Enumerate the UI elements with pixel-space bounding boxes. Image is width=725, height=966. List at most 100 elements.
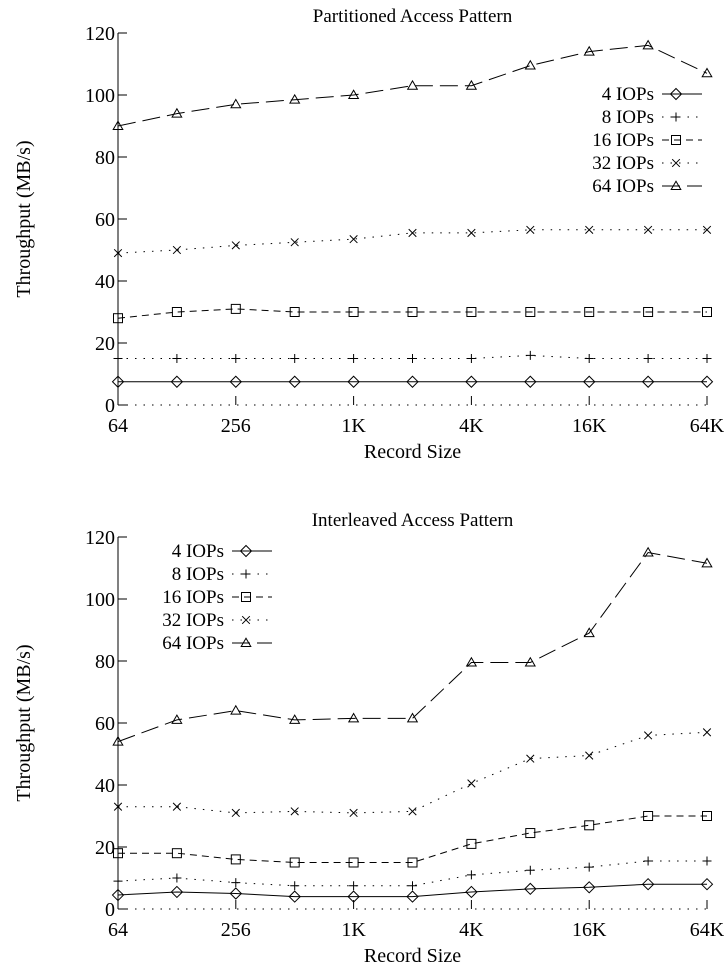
x-tick-label: 256 [221, 415, 251, 437]
data-point [113, 313, 123, 324]
data-point [407, 307, 418, 317]
legend-label: 32 IOPs [592, 153, 654, 174]
data-point [585, 751, 594, 760]
data-point [172, 354, 182, 363]
data-point [525, 828, 536, 839]
data-point [349, 808, 358, 818]
y-tick-label: 120 [85, 527, 115, 549]
legend-label: 8 IOPs [172, 564, 224, 585]
data-point [230, 704, 242, 715]
data-point [406, 890, 419, 903]
data-point [526, 225, 535, 235]
data-point [349, 354, 359, 363]
data-point [701, 557, 713, 568]
x-tick-label: 16K [572, 415, 607, 437]
y-axis-label: Throughput (MB/s) [13, 140, 35, 297]
x-tick-label: 64K [690, 415, 725, 437]
data-point [113, 802, 123, 811]
y-tick-label: 80 [95, 147, 115, 169]
data-point [406, 712, 419, 723]
data-point [702, 728, 712, 737]
data-point [702, 225, 712, 235]
data-point [643, 307, 654, 317]
y-tick-label: 100 [85, 85, 115, 107]
data-point [229, 375, 243, 388]
data-point [231, 241, 240, 250]
y-tick-label: 20 [95, 333, 115, 355]
legend-label: 8 IOPs [602, 107, 654, 128]
data-point [289, 857, 300, 868]
data-point [582, 881, 596, 894]
y-tick-label: 40 [95, 775, 115, 797]
data-point [171, 307, 182, 317]
data-point [231, 354, 241, 363]
data-point [582, 375, 596, 388]
legend-marker [671, 158, 681, 168]
data-point [525, 307, 536, 317]
legend-entry: 8 IOPs [172, 564, 272, 585]
data-point [641, 877, 655, 891]
legend-marker [669, 87, 683, 101]
legend-label: 16 IOPs [592, 130, 654, 151]
y-tick-label: 80 [95, 651, 115, 673]
data-point [465, 885, 478, 899]
x-tick-label: 64 [108, 415, 128, 437]
series-8-iops [113, 350, 712, 363]
data-point [347, 375, 360, 388]
series-line [117, 551, 708, 743]
legend-label: 4 IOPs [172, 541, 224, 562]
data-point [407, 857, 418, 868]
data-point [408, 807, 417, 816]
data-point [406, 79, 419, 90]
data-point [525, 865, 535, 875]
data-point [467, 779, 476, 788]
data-point [229, 887, 243, 900]
x-tick-label: 64 [108, 919, 128, 941]
x-tick-label: 256 [221, 919, 251, 941]
data-point [231, 878, 241, 888]
legend-marker [241, 615, 251, 625]
data-point [348, 857, 359, 868]
data-point [642, 546, 654, 557]
data-point [230, 303, 241, 314]
data-point [467, 228, 476, 238]
data-point [465, 375, 478, 388]
chart-title: Interleaved Access Pattern [312, 510, 514, 531]
y-axis-label: Throughput (MB/s) [13, 644, 35, 801]
y-tick-label: 20 [95, 837, 115, 859]
x-tick-label: 4K [459, 415, 484, 437]
chart-title: Partitioned Access Pattern [313, 6, 513, 27]
series-line [117, 308, 707, 319]
data-point [524, 375, 537, 388]
legend-marker [241, 592, 251, 602]
data-point [290, 238, 299, 247]
legend-entry: 8 IOPs [602, 107, 702, 128]
legend-entry: 4 IOPs [172, 541, 272, 562]
legend-marker [670, 180, 682, 190]
data-point [408, 881, 417, 891]
x-tick-label: 1K [341, 919, 366, 941]
data-point [465, 656, 478, 667]
legend-label: 64 IOPs [162, 633, 224, 654]
series-32-iops [113, 728, 712, 818]
data-point [171, 848, 182, 859]
data-point [289, 93, 301, 104]
data-point [584, 820, 595, 831]
y-tick-label: 0 [105, 899, 115, 921]
data-point [465, 79, 478, 90]
data-point [466, 354, 476, 363]
data-point [702, 856, 712, 866]
y-tick-label: 100 [85, 589, 115, 611]
data-point [408, 354, 417, 363]
x-tick-label: 16K [572, 919, 607, 941]
data-point [231, 808, 240, 818]
data-point [112, 735, 124, 746]
data-point [347, 890, 360, 903]
legend-label: 32 IOPs [162, 610, 224, 631]
legend-label: 64 IOPs [592, 176, 654, 197]
legend-entry: 32 IOPs [592, 153, 702, 174]
data-point [113, 248, 123, 258]
legend-label: 16 IOPs [162, 587, 224, 608]
data-point [288, 890, 301, 903]
